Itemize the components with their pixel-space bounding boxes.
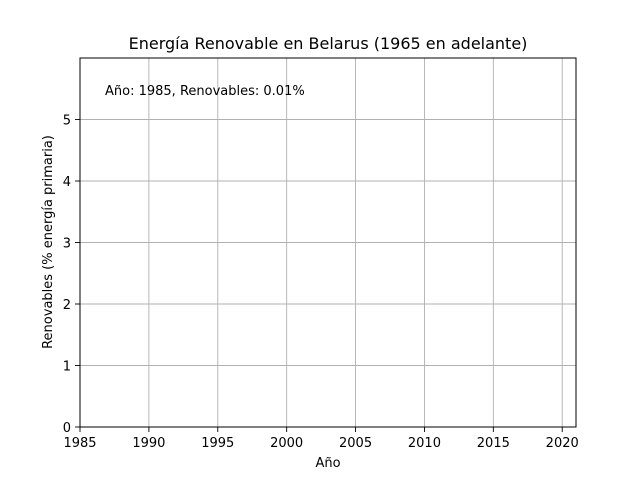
x-tick-label-2010: 2010 (408, 436, 441, 451)
x-tick-label-2005: 2005 (339, 436, 372, 451)
y-tick-label-1: 1 (63, 360, 71, 375)
y-tick-label-0: 0 (63, 421, 71, 436)
x-tick-label-1985: 1985 (63, 436, 96, 451)
x-tick-label-2020: 2020 (546, 436, 579, 451)
y-tick-label-5: 5 (63, 114, 71, 129)
y-tick-label-2: 2 (63, 298, 71, 313)
y-tick-label-3: 3 (63, 237, 71, 252)
x-axis-label: Año (315, 456, 340, 471)
x-tick-label-1990: 1990 (132, 436, 165, 451)
y-axis-label: Renovables (% energía primaria) (41, 135, 56, 349)
hover-annotation: Año: 1985, Renovables: 0.01% (105, 84, 305, 99)
x-tick-label-2015: 2015 (477, 436, 510, 451)
chart-title: Energía Renovable en Belarus (1965 en ad… (129, 34, 528, 53)
grid-lines (79, 58, 576, 428)
x-tick-label-1995: 1995 (201, 436, 234, 451)
y-axis-ticks: 0 1 2 3 4 5 (63, 114, 80, 436)
x-tick-label-2000: 2000 (270, 436, 303, 451)
x-axis-ticks: 1985 1990 1995 2000 2005 2010 2015 2020 (63, 427, 579, 451)
y-tick-label-4: 4 (63, 175, 71, 190)
